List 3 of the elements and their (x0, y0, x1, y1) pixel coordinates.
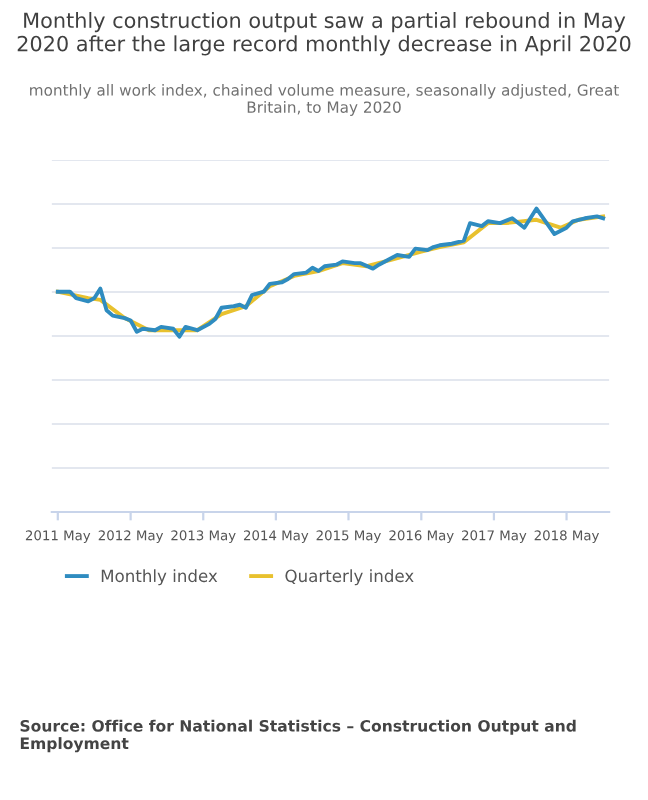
chart-title: Monthly construction output saw a partial rebound in May 2020 after the large record monthly decrease in April 2020 (17, 12, 631, 56)
legend-label: Quarterly index (285, 569, 414, 586)
legend-label: Monthly index (101, 569, 218, 586)
